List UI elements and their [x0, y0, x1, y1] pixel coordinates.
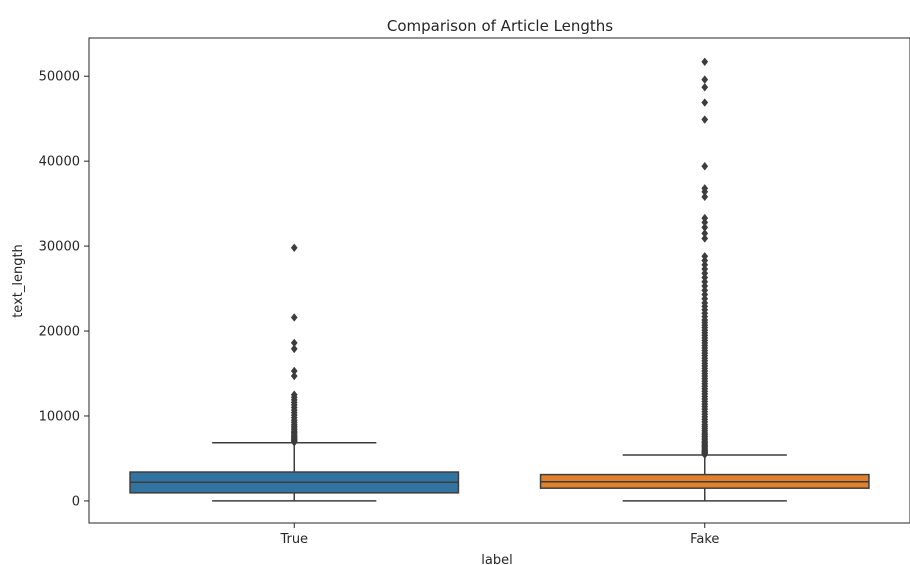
- outlier-point: [701, 264, 709, 274]
- outlier-point: [701, 218, 709, 227]
- outlier-point: [701, 252, 709, 261]
- outlier-point: [701, 223, 709, 232]
- box-group-true: [129, 243, 460, 502]
- outlier-point: [701, 192, 709, 202]
- outlier-point: [290, 366, 298, 376]
- plot-area-frame: [88, 37, 910, 524]
- outlier-point: [701, 162, 709, 171]
- x-tick-label: True: [279, 532, 308, 547]
- outlier-point: [290, 338, 298, 348]
- outlier-point: [701, 75, 709, 84]
- box-group-fake: [539, 57, 870, 502]
- outlier-point: [701, 298, 709, 308]
- outlier-point: [701, 277, 709, 286]
- y-tick-label: 30000: [39, 240, 80, 255]
- outlier-point: [701, 286, 709, 295]
- outlier-point: [701, 213, 709, 223]
- outlier-point: [290, 390, 298, 399]
- y-tick-label: 40000: [39, 155, 80, 170]
- y-axis-label: text_length: [11, 244, 26, 318]
- outlier-point: [701, 234, 709, 243]
- chart-title: Comparison of Article Lengths: [387, 17, 613, 35]
- y-tick-label: 20000: [39, 325, 80, 340]
- outlier-point: [290, 243, 298, 252]
- outlier-point: [701, 273, 709, 282]
- y-tick-label: 10000: [39, 409, 80, 424]
- outlier-point: [701, 229, 709, 238]
- outlier-point: [701, 184, 709, 193]
- y-tick-label: 50000: [39, 70, 80, 85]
- outlier-point: [701, 290, 709, 299]
- x-tick-label: Fake: [690, 532, 719, 547]
- outlier-point: [701, 256, 709, 265]
- outlier-point: [290, 313, 298, 322]
- y-tick-label: 0: [72, 494, 80, 509]
- x-axis-label: label: [481, 553, 512, 565]
- outlier-point: [701, 294, 709, 303]
- outlier-point: [701, 115, 709, 124]
- outlier-point: [701, 281, 709, 291]
- outlier-point: [701, 269, 709, 278]
- outlier-point: [701, 57, 709, 66]
- outlier-point: [701, 98, 709, 107]
- outlier-point: [701, 83, 709, 92]
- outlier-point: [290, 371, 298, 381]
- outlier-point: [290, 344, 298, 354]
- outlier-point: [701, 260, 709, 269]
